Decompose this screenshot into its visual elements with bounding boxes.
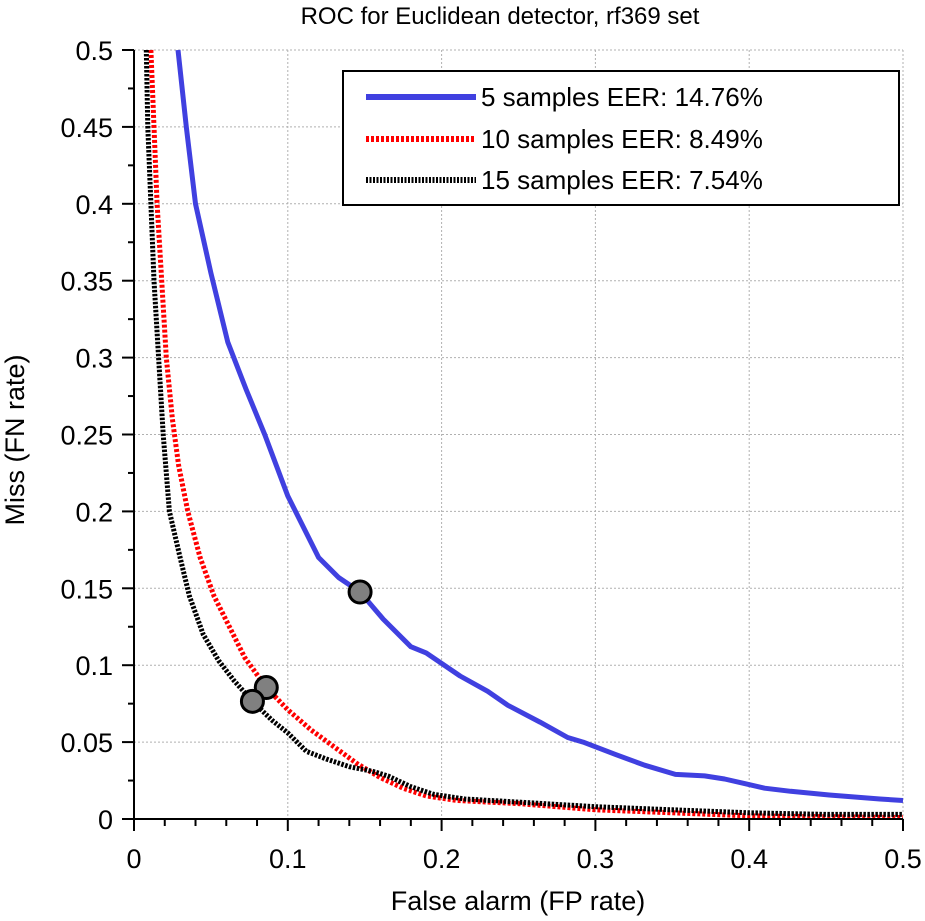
- x-tick-label: 0.2: [423, 844, 461, 874]
- series-layer: [143, 49, 904, 820]
- eer-marker-0: [347, 579, 373, 605]
- y-tick-label: 0: [98, 805, 113, 835]
- y-tick-label: 0.5: [75, 36, 113, 66]
- axes: [122, 49, 904, 831]
- y-tick-label: 0.4: [75, 190, 113, 220]
- y-axis-title: Miss (FN rate): [0, 355, 30, 526]
- x-tick-label: 0.3: [577, 844, 615, 874]
- y-tick-label: 0.25: [60, 421, 113, 451]
- eer-markers: [239, 579, 373, 714]
- legend-label-15-samples: 15 samples EER: 7.54%: [481, 165, 763, 195]
- x-tick-label: 0.1: [269, 844, 307, 874]
- chart-title: ROC for Euclidean detector, rf369 set: [301, 3, 700, 30]
- legend-label-10-samples: 10 samples EER: 8.49%: [481, 124, 763, 154]
- y-tick-label: 0.15: [60, 574, 113, 604]
- x-tick-labels: 0 0.1 0.2 0.3 0.4 0.5: [126, 844, 921, 874]
- y-tick-label: 0.05: [60, 728, 113, 758]
- y-tick-label: 0.3: [75, 344, 113, 374]
- x-tick-label: 0.4: [730, 844, 768, 874]
- series-line-2: [143, 49, 903, 817]
- legend-label-5-samples: 5 samples EER: 14.76%: [481, 82, 763, 112]
- y-tick-label: 0.35: [60, 267, 113, 297]
- series-line-1: [148, 49, 904, 820]
- y-tick-label: 0.2: [75, 497, 113, 527]
- x-tick-label: 0.5: [884, 844, 922, 874]
- y-tick-label: 0.1: [75, 651, 113, 681]
- eer-marker-2: [239, 688, 265, 714]
- x-tick-label: 0: [126, 844, 141, 874]
- y-tick-label: 0.45: [60, 113, 113, 143]
- x-axis-title: False alarm (FP rate): [391, 886, 646, 916]
- y-tick-labels: 0 0.05 0.1 0.15 0.2 0.25 0.3 0.35 0.4 0.45 0.5: [60, 36, 113, 835]
- legend-box: [342, 70, 900, 206]
- series-line-0: [175, 49, 904, 803]
- legend: 5 samples EER: 14.76% 10 samples EER: 8.…: [342, 70, 900, 206]
